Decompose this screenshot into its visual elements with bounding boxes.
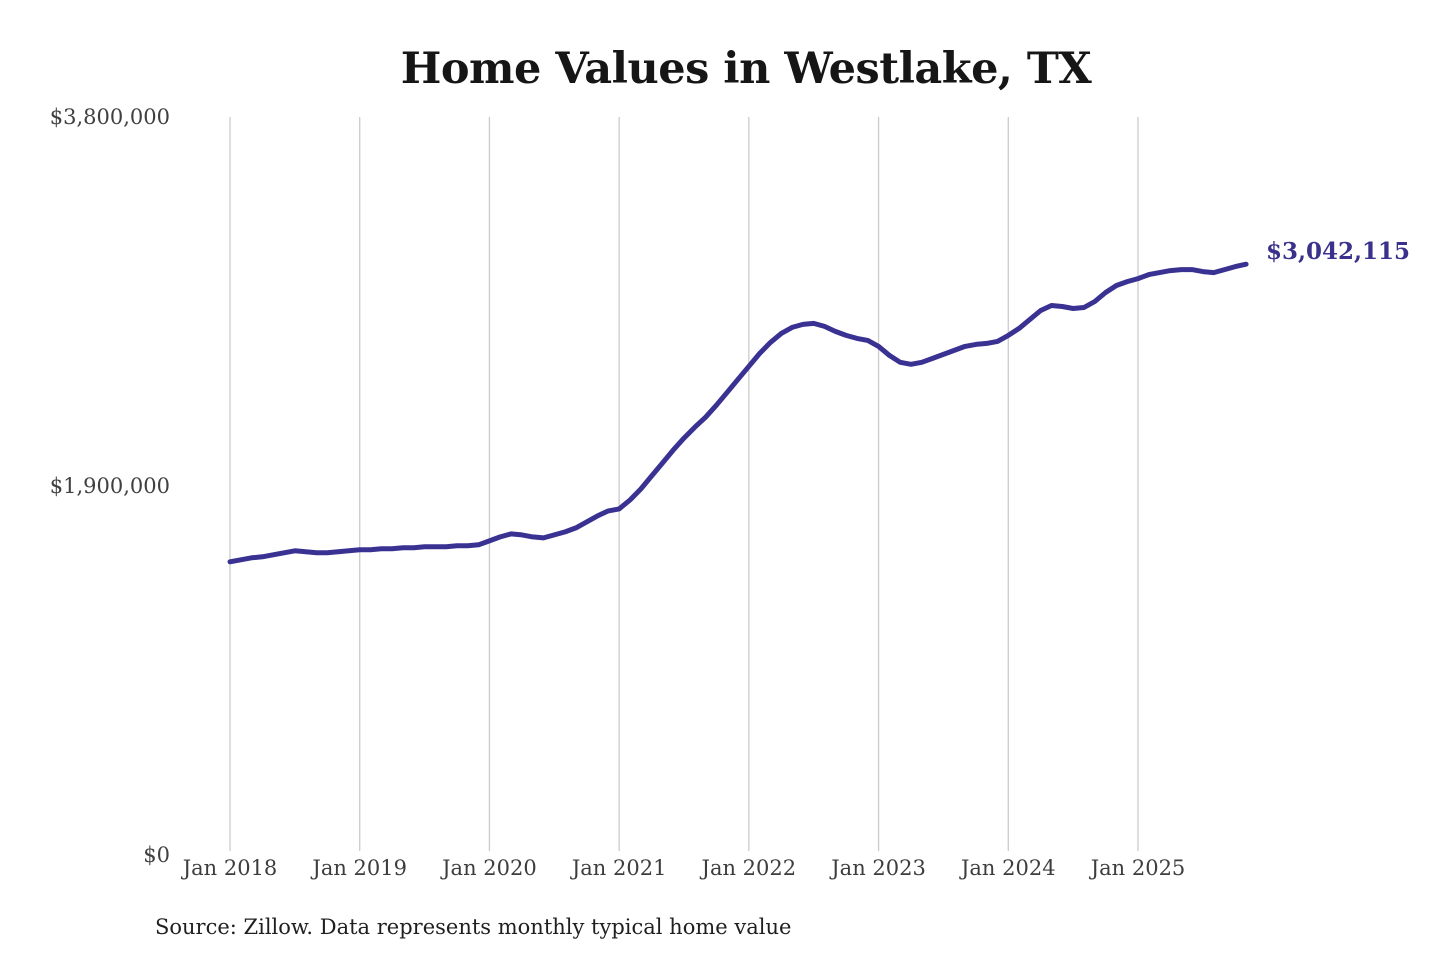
home-value-line xyxy=(227,261,1249,565)
last-value-label: $3,042,115 xyxy=(1266,238,1411,265)
x-tick-label: Jan 2020 xyxy=(442,856,537,880)
chart-title: Home Values in Westlake, TX xyxy=(400,44,1092,94)
x-tick-label: Jan 2018 xyxy=(182,856,278,880)
y-tick-label: $1,900,000 xyxy=(49,474,170,498)
x-tick-label: Jan 2023 xyxy=(831,856,926,880)
source-note: Source: Zillow. Data represents monthly … xyxy=(155,915,792,939)
x-tick-label: Jan 2021 xyxy=(571,856,667,880)
y-tick-label: $3,800,000 xyxy=(49,105,170,129)
x-tick-label: Jan 2025 xyxy=(1090,856,1186,880)
y-tick-label: $0 xyxy=(143,843,170,867)
x-tick-label: Jan 2022 xyxy=(701,856,797,880)
x-tick-label: Jan 2024 xyxy=(960,856,1056,880)
x-tick-label: Jan 2019 xyxy=(312,856,407,880)
